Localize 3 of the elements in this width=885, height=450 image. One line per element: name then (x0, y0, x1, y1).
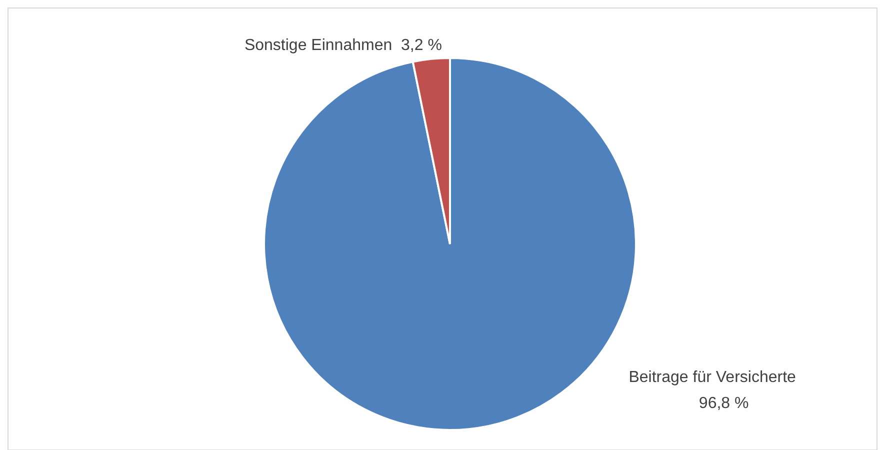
slice-label: Beitrage für Versicherte (628, 369, 796, 386)
slice-label: Sonstige Einnahmen 3,2 % (244, 37, 442, 54)
data-label: 96,8 % (698, 395, 749, 412)
